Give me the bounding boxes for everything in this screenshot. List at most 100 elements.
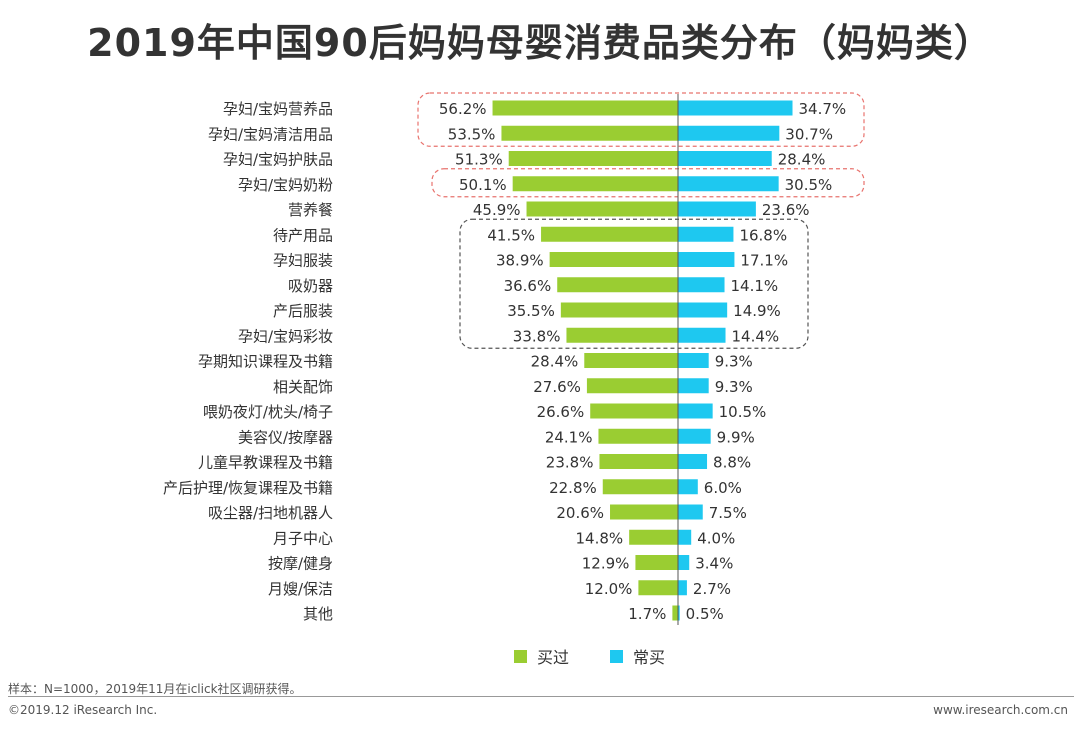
- legend-label-bought: 买过: [537, 648, 570, 667]
- bar-frequent-17: [678, 529, 692, 545]
- bar-frequent-3: [678, 176, 779, 192]
- bar-bought-10: [584, 353, 678, 368]
- category-label-17: 月子中心: [273, 529, 333, 547]
- value-label-bought-11: 27.6%: [533, 378, 581, 396]
- value-label-bought-0: 56.2%: [439, 100, 487, 118]
- legend-item-frequent: 常买: [610, 644, 665, 668]
- value-label-frequent-12: 10.5%: [719, 403, 767, 421]
- bar-frequent-11: [678, 378, 709, 394]
- bar-bought-7: [557, 277, 678, 293]
- value-label-bought-1: 53.5%: [448, 125, 496, 143]
- bar-bought-13: [598, 428, 678, 444]
- value-label-frequent-8: 14.9%: [733, 302, 781, 320]
- bar-bought-0: [492, 100, 678, 116]
- category-label-19: 月嫂/保洁: [268, 580, 333, 598]
- category-label-0: 孕妇/宝妈营养品: [223, 100, 333, 118]
- value-label-frequent-19: 2.7%: [693, 580, 731, 598]
- value-label-bought-12: 26.6%: [537, 403, 585, 421]
- value-label-bought-16: 20.6%: [556, 504, 604, 522]
- category-label-18: 按摩/健身: [268, 555, 333, 573]
- bar-bought-20: [672, 605, 678, 621]
- value-label-bought-15: 22.8%: [549, 479, 597, 497]
- category-label-3: 孕妇/宝妈奶粉: [238, 176, 333, 194]
- value-label-bought-14: 23.8%: [546, 454, 594, 472]
- bar-frequent-20: [678, 605, 680, 621]
- category-label-9: 孕妇/宝妈彩妆: [238, 327, 333, 345]
- bar-frequent-16: [678, 504, 703, 520]
- bar-frequent-18: [678, 555, 690, 570]
- category-label-2: 孕妇/宝妈护肤品: [223, 151, 333, 169]
- bar-bought-8: [560, 302, 678, 318]
- highlight-box-2: [459, 218, 809, 349]
- category-label-20: 其他: [303, 605, 333, 623]
- value-label-frequent-9: 14.4%: [732, 327, 780, 345]
- category-label-6: 孕妇服装: [273, 252, 333, 270]
- category-label-14: 儿童早教课程及书籍: [198, 454, 333, 472]
- footer-divider: [8, 696, 1074, 697]
- bar-frequent-1: [678, 125, 780, 141]
- bar-bought-15: [602, 479, 678, 495]
- bar-frequent-14: [678, 454, 708, 469]
- value-label-frequent-3: 30.5%: [785, 176, 833, 194]
- bar-frequent-9: [678, 327, 726, 343]
- category-label-5: 待产用品: [273, 226, 333, 244]
- value-label-bought-8: 35.5%: [507, 302, 555, 320]
- value-label-frequent-7: 14.1%: [731, 277, 779, 295]
- value-label-frequent-17: 4.0%: [697, 529, 735, 547]
- legend-label-frequent: 常买: [633, 648, 666, 667]
- value-label-frequent-14: 8.8%: [713, 454, 751, 472]
- value-label-bought-19: 12.0%: [585, 580, 633, 598]
- bar-frequent-15: [678, 479, 698, 495]
- legend-swatch-bought: [514, 649, 527, 663]
- value-label-bought-5: 41.5%: [487, 226, 535, 244]
- category-label-8: 产后服装: [273, 302, 333, 320]
- bar-bought-12: [590, 403, 678, 419]
- value-label-frequent-0: 34.7%: [799, 100, 847, 118]
- category-label-13: 美容仪/按摩器: [238, 428, 333, 446]
- category-label-16: 吸尘器/扫地机器人: [208, 504, 333, 522]
- value-label-frequent-5: 16.8%: [739, 226, 787, 244]
- category-label-12: 喂奶夜灯/枕头/椅子: [203, 403, 333, 421]
- bar-bought-16: [610, 504, 678, 520]
- bar-frequent-8: [678, 302, 728, 318]
- bar-frequent-4: [678, 201, 756, 217]
- diverging-bar-chart: 孕妇/宝妈营养品 56.2% 34.7% 孕妇/宝妈清洁用品 53.5% 30.7% 孕妇/…: [163, 92, 865, 625]
- value-label-bought-20: 1.7%: [628, 605, 666, 623]
- value-label-bought-3: 50.1%: [459, 176, 507, 194]
- chart-title: 2019年中国90后妈妈母婴消费品类分布（妈妈类）: [87, 21, 993, 65]
- value-label-bought-18: 12.9%: [582, 555, 630, 573]
- legend-item-bought: 买过: [514, 644, 569, 668]
- bar-bought-14: [599, 454, 678, 469]
- value-label-bought-7: 36.6%: [504, 277, 552, 295]
- value-label-frequent-20: 0.5%: [686, 605, 724, 623]
- value-label-bought-13: 24.1%: [545, 428, 593, 446]
- value-label-frequent-18: 3.4%: [695, 555, 733, 573]
- value-label-bought-10: 28.4%: [531, 353, 579, 371]
- category-label-7: 吸奶器: [288, 277, 333, 295]
- bar-frequent-6: [678, 252, 735, 267]
- value-label-frequent-13: 9.9%: [717, 428, 755, 446]
- bar-bought-18: [635, 555, 678, 570]
- value-label-bought-6: 38.9%: [496, 252, 544, 270]
- bar-frequent-19: [678, 580, 687, 596]
- bar-frequent-13: [678, 428, 711, 444]
- bar-frequent-10: [678, 353, 709, 368]
- bar-frequent-0: [678, 100, 793, 116]
- category-label-10: 孕期知识课程及书籍: [198, 353, 333, 371]
- value-label-frequent-2: 28.4%: [778, 151, 826, 169]
- sample-note: 样本：N=1000，2019年11月在iclick社区调研获得。: [8, 682, 302, 696]
- category-label-1: 孕妇/宝妈清洁用品: [208, 125, 333, 143]
- bar-bought-3: [512, 176, 678, 192]
- highlight-box-1: [431, 168, 865, 198]
- value-label-frequent-11: 9.3%: [715, 378, 753, 396]
- site-url: www.iresearch.com.cn: [933, 703, 1068, 717]
- copyright-text: ©2019.12 iResearch Inc.: [8, 703, 158, 717]
- value-label-frequent-15: 6.0%: [704, 479, 742, 497]
- bar-bought-19: [638, 580, 678, 596]
- bar-bought-4: [526, 201, 678, 217]
- bar-bought-9: [566, 327, 678, 343]
- category-label-15: 产后护理/恢复课程及书籍: [163, 479, 333, 497]
- bar-bought-6: [549, 252, 678, 267]
- value-label-frequent-6: 17.1%: [740, 252, 788, 270]
- category-label-4: 营养餐: [288, 201, 333, 219]
